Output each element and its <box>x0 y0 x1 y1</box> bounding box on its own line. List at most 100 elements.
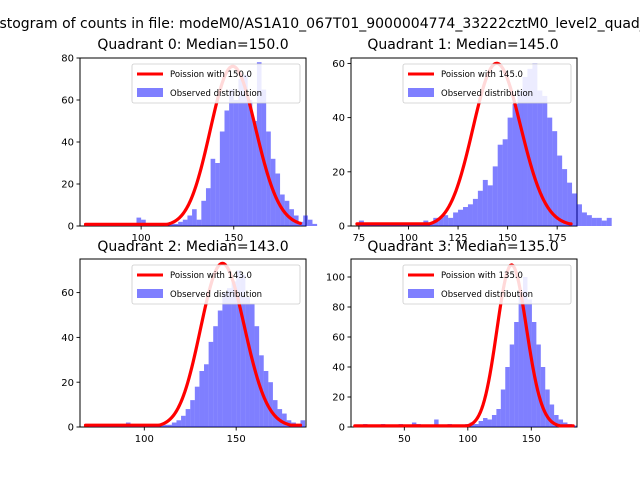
y-tick-label: 20 <box>61 180 74 191</box>
histogram-bar <box>517 90 523 227</box>
histogram-bar <box>463 207 468 226</box>
histogram-bar <box>303 215 308 226</box>
y-tick-label: 80 <box>332 303 345 314</box>
poisson-curve <box>353 263 575 428</box>
histogram-bar <box>300 420 306 427</box>
histogram-bar <box>487 185 493 226</box>
histogram-bar <box>472 198 478 226</box>
chart-quadrant-2: Quadrant 2: Median=143.0 100 150 0204060 … <box>61 239 307 445</box>
histogram-bar <box>167 424 172 427</box>
x-tick-label: 75 <box>353 233 366 244</box>
histogram-bar <box>591 217 597 226</box>
x-tick-label: 150 <box>522 434 541 445</box>
y-tick-label: 60 <box>332 59 345 70</box>
legend-line-label-quadrant-3: Poission with 135.0 <box>441 271 523 281</box>
histogram-bar <box>482 179 488 226</box>
histogram-bar <box>196 219 202 226</box>
histogram-bar <box>507 117 513 226</box>
legend-bar-swatch-quadrant-3 <box>408 289 434 298</box>
histogram-bar <box>567 182 573 226</box>
x-tick-label: 150 <box>224 233 243 244</box>
legend-bar-label-quadrant-1: Observed distribution <box>441 89 533 99</box>
histogram-bar <box>205 188 211 226</box>
histogram-bar <box>536 344 541 427</box>
histogram-bar <box>190 400 195 427</box>
histogram-bar <box>173 223 179 226</box>
histogram-bar <box>509 344 515 427</box>
histogram-bar <box>219 131 225 226</box>
chart-quadrant-3: Quadrant 3: Median=135.0 50 100 150 0 20 40 6… <box>326 239 578 445</box>
histogram-bar <box>277 409 283 427</box>
histogram-bar <box>581 212 587 226</box>
histogram-bar <box>312 223 318 226</box>
legend-quadrant-3: Poission with 135.0 Observed distributio… <box>402 264 572 305</box>
y-tick-label: 40 <box>332 363 345 374</box>
histogram-bar <box>545 389 550 427</box>
histogram-bar <box>458 209 464 226</box>
histogram-bar <box>453 212 459 226</box>
histogram-bar <box>500 389 506 427</box>
histogram-bar <box>505 367 510 427</box>
histogram-bar <box>192 209 197 226</box>
histogram-bar <box>176 420 182 427</box>
histogram-bar <box>443 215 449 226</box>
histogram-bar <box>514 322 519 427</box>
histogram-bar <box>537 90 543 227</box>
histogram-bar <box>557 155 563 226</box>
histogram-bar <box>518 292 524 427</box>
histogram-bar <box>527 299 532 427</box>
histogram-bar <box>552 131 558 226</box>
histogram-bar <box>181 415 186 427</box>
histogram-bar <box>606 217 612 226</box>
histogram-bar <box>240 274 246 427</box>
y-tick-label: 0 <box>68 222 74 233</box>
histogram-bar <box>233 100 239 226</box>
histogram-bar <box>162 424 168 427</box>
chart-title-quadrant-0: Quadrant 0: Median=150.0 <box>97 37 288 53</box>
histogram-bar <box>492 166 498 226</box>
histogram-bar <box>201 200 206 226</box>
y-tick-label: 60 <box>61 288 74 299</box>
histogram-bar <box>478 421 484 427</box>
histogram-bar <box>467 204 473 226</box>
histogram-bar <box>540 367 546 427</box>
histogram-bar <box>236 270 241 427</box>
y-tick-label: 20 <box>332 393 345 404</box>
histogram-bar <box>549 404 555 427</box>
x-tick-label: 150 <box>498 233 517 244</box>
y-tick-label: 20 <box>332 167 345 178</box>
x-tick-label: 100 <box>135 434 154 445</box>
legend-bar-label-quadrant-0: Observed distribution <box>170 89 262 99</box>
y-tick-label: 100 <box>326 273 345 284</box>
y-tick-label: 60 <box>332 333 345 344</box>
histogram-bar <box>577 204 582 226</box>
histogram-bar <box>554 415 559 427</box>
histogram-bar <box>204 364 209 427</box>
legend-line-label-quadrant-2: Poission with 143.0 <box>170 271 252 281</box>
legend-box-quadrant-1 <box>402 63 572 104</box>
histogram-bar <box>487 419 492 427</box>
chart-title-quadrant-1: Quadrant 1: Median=145.0 <box>367 37 558 53</box>
legend-line-label-quadrant-0: Poission with 150.0 <box>170 70 252 80</box>
chart-title-quadrant-2: Quadrant 2: Median=143.0 <box>97 239 288 255</box>
histogram-bar <box>307 219 313 226</box>
histogram-bar <box>532 63 538 226</box>
x-tick-label: 125 <box>449 233 468 244</box>
histogram-bar <box>238 79 244 226</box>
histogram-bar <box>187 215 193 226</box>
histogram-bar <box>213 326 218 427</box>
y-tick-label: 60 <box>61 96 74 107</box>
y-tick-label: 40 <box>61 333 74 344</box>
histogram-bar <box>231 281 237 427</box>
legend-bar-swatch-quadrant-2 <box>137 289 163 298</box>
histogram-bar <box>474 424 479 427</box>
histogram-bar <box>497 144 503 226</box>
poisson-curve <box>83 261 303 427</box>
histogram-bar <box>502 139 508 226</box>
histogram-bar <box>182 219 188 226</box>
poisson-curve <box>355 61 573 226</box>
x-tick-label: 100 <box>399 233 418 244</box>
legend-bar-swatch-quadrant-0 <box>137 88 163 97</box>
histogram-bar <box>252 121 257 226</box>
histogram-bar <box>199 371 205 427</box>
